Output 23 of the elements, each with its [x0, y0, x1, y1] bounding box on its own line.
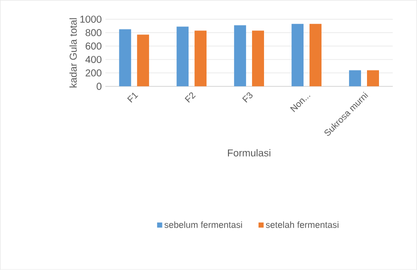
legend-label: sebelum fermentasi: [164, 221, 242, 228]
bar: [367, 70, 379, 86]
y-tick-label: 0: [96, 82, 102, 90]
x-axis-title: Formulasi: [228, 149, 270, 157]
bar: [349, 70, 362, 86]
y-axis-title: kadar Gula total: [69, 18, 77, 88]
bar: [234, 25, 246, 86]
bar: [137, 34, 150, 86]
bar: [252, 30, 264, 86]
y-tick-label: 200: [86, 69, 102, 77]
bar: [176, 26, 189, 86]
y-tick-label: 800: [86, 29, 102, 36]
bar: [119, 29, 132, 86]
y-tick-label: 400: [85, 56, 102, 64]
x-tick-label: F1: [127, 92, 138, 103]
x-tick-label: F2: [184, 92, 196, 103]
bar: [194, 30, 207, 86]
legend-label: setelah fermentasi: [266, 221, 338, 228]
bar: [292, 24, 304, 86]
y-tick-label: 600: [86, 42, 102, 50]
x-tick-label: F3: [242, 92, 253, 103]
y-tick-label: 1000: [80, 16, 102, 23]
bar: [310, 24, 322, 86]
